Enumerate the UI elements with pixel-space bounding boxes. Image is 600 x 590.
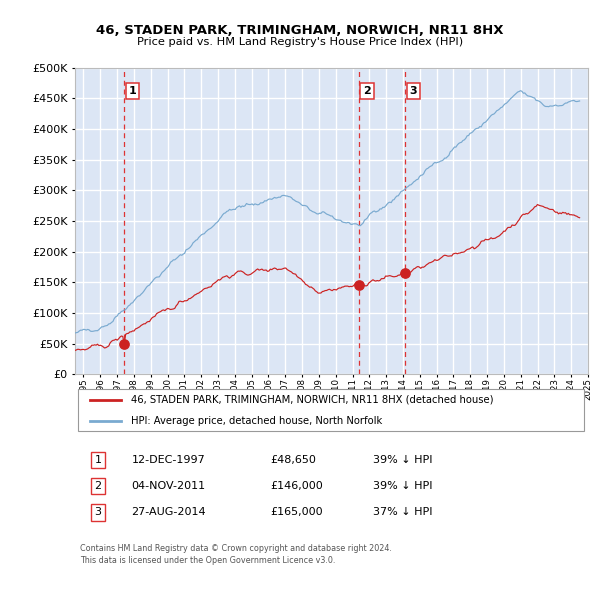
Point [354, 280, 364, 290]
Text: 37% ↓ HPI: 37% ↓ HPI [373, 507, 432, 517]
Text: 12-DEC-1997: 12-DEC-1997 [131, 455, 205, 465]
Text: 3: 3 [95, 507, 101, 517]
Point [119, 340, 129, 349]
Text: 1: 1 [95, 455, 101, 465]
Text: 39% ↓ HPI: 39% ↓ HPI [373, 481, 432, 491]
Text: 27-AUG-2014: 27-AUG-2014 [131, 507, 206, 517]
Text: Price paid vs. HM Land Registry's House Price Index (HPI): Price paid vs. HM Land Registry's House … [137, 37, 463, 47]
Text: 1: 1 [128, 86, 136, 96]
Text: 3: 3 [410, 86, 417, 96]
Text: 2: 2 [95, 481, 101, 491]
Text: HPI: Average price, detached house, North Norfolk: HPI: Average price, detached house, Nort… [131, 416, 383, 426]
Text: Contains HM Land Registry data © Crown copyright and database right 2024.: Contains HM Land Registry data © Crown c… [80, 544, 392, 553]
Text: 46, STADEN PARK, TRIMINGHAM, NORWICH, NR11 8HX: 46, STADEN PARK, TRIMINGHAM, NORWICH, NR… [96, 24, 504, 37]
Text: This data is licensed under the Open Government Licence v3.0.: This data is licensed under the Open Gov… [80, 556, 335, 565]
Point [401, 268, 410, 278]
Text: £48,650: £48,650 [270, 455, 316, 465]
Text: 2: 2 [363, 86, 371, 96]
Text: £165,000: £165,000 [270, 507, 323, 517]
FancyBboxPatch shape [77, 389, 584, 431]
Text: 39% ↓ HPI: 39% ↓ HPI [373, 455, 432, 465]
Text: 04-NOV-2011: 04-NOV-2011 [131, 481, 206, 491]
Text: £146,000: £146,000 [270, 481, 323, 491]
Text: 46, STADEN PARK, TRIMINGHAM, NORWICH, NR11 8HX (detached house): 46, STADEN PARK, TRIMINGHAM, NORWICH, NR… [131, 395, 494, 405]
